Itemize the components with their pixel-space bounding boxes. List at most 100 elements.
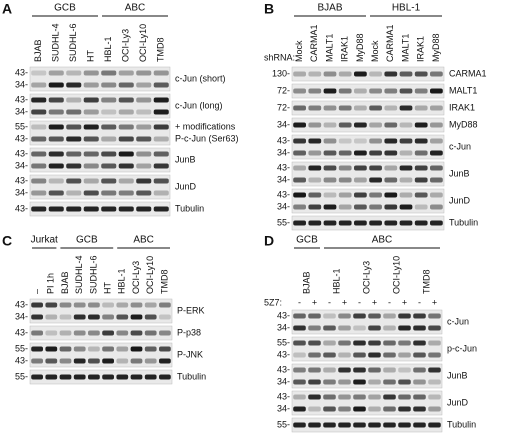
band — [354, 88, 367, 94]
mw-marker: 55- — [277, 419, 290, 429]
band — [384, 165, 398, 171]
lane-label: IRAK1 — [416, 36, 426, 62]
band — [31, 97, 47, 103]
band — [45, 302, 58, 308]
band — [48, 163, 64, 169]
treatment-sign: + — [432, 297, 437, 307]
band — [368, 313, 381, 319]
protein-label: CARMA1 — [449, 68, 487, 78]
band — [66, 178, 82, 184]
band — [159, 374, 171, 380]
blot — [291, 100, 445, 116]
mw-marker: 43- — [277, 310, 290, 320]
band — [323, 422, 336, 428]
band — [73, 346, 86, 352]
band — [101, 206, 117, 212]
panel-letter: C — [2, 233, 12, 249]
band — [83, 97, 99, 103]
band — [353, 394, 366, 400]
band — [338, 88, 352, 94]
band — [101, 136, 117, 142]
protein-label: c-Jun — [447, 316, 469, 326]
mw-marker: 55- — [277, 217, 290, 227]
protein-label: + modifications — [175, 121, 236, 131]
mw-marker: 43- — [277, 162, 290, 172]
protein-label: c-Jun (long) — [175, 100, 223, 110]
band — [136, 97, 152, 103]
band — [66, 124, 82, 130]
band — [293, 406, 306, 412]
band — [414, 165, 428, 171]
band — [83, 109, 99, 115]
protein-label: MyD88 — [449, 119, 478, 129]
band — [399, 105, 413, 111]
band — [384, 105, 398, 111]
band — [413, 379, 426, 385]
band — [88, 358, 100, 364]
band — [338, 352, 351, 358]
group-label: ABC — [372, 235, 393, 246]
band — [116, 330, 129, 336]
band — [48, 206, 64, 212]
protein-label: IRAK1 — [449, 102, 475, 112]
mw-marker: 43- — [277, 364, 290, 374]
band — [153, 206, 169, 212]
band — [399, 204, 413, 210]
band — [118, 151, 134, 157]
group-label: GCB — [76, 235, 98, 246]
band — [413, 352, 426, 358]
band — [353, 422, 366, 428]
band — [428, 422, 441, 428]
band — [383, 379, 396, 385]
lane-label: CARMA1 — [385, 24, 395, 62]
band — [399, 71, 413, 77]
band — [159, 358, 171, 364]
group-label: ABC — [125, 3, 146, 14]
treatment-sign: + — [342, 297, 347, 307]
mw-marker: 43- — [15, 203, 28, 213]
mw-marker: 130- — [272, 68, 290, 78]
band — [323, 88, 337, 94]
band — [73, 314, 86, 320]
band — [323, 313, 336, 319]
mw-marker: 43- — [15, 94, 28, 104]
mw-marker: 34- — [15, 311, 28, 321]
band — [293, 88, 306, 94]
mw-marker: 43- — [277, 135, 290, 145]
band — [101, 124, 117, 130]
band — [118, 97, 134, 103]
band — [353, 367, 366, 373]
band — [338, 138, 352, 144]
band — [413, 394, 426, 400]
protein-label: JunD — [175, 181, 197, 191]
treatment-sign: + — [312, 297, 317, 307]
protein-label: JunB — [447, 370, 468, 380]
band — [430, 150, 443, 156]
lane-label: TMD8 — [421, 270, 431, 295]
band — [153, 163, 169, 169]
protein-label: MALT1 — [449, 85, 477, 95]
mw-marker: 43- — [277, 189, 290, 199]
band — [369, 150, 382, 156]
band — [45, 330, 58, 336]
band — [369, 122, 382, 128]
band — [31, 330, 43, 336]
protein-label: JunD — [447, 397, 469, 407]
band — [83, 206, 99, 212]
band — [398, 394, 411, 400]
band — [383, 340, 396, 346]
lane-label: PI 1h — [46, 273, 56, 294]
lane-label: MyD88 — [355, 33, 365, 62]
band — [136, 82, 152, 88]
band — [48, 178, 64, 184]
band — [323, 352, 336, 358]
lane-label: HBL-1 — [103, 36, 113, 62]
band — [399, 220, 413, 226]
band — [308, 138, 322, 144]
band — [136, 124, 152, 130]
band — [66, 97, 82, 103]
mw-marker: 43- — [15, 175, 28, 185]
band — [323, 192, 337, 198]
band — [353, 352, 366, 358]
band — [368, 340, 381, 346]
